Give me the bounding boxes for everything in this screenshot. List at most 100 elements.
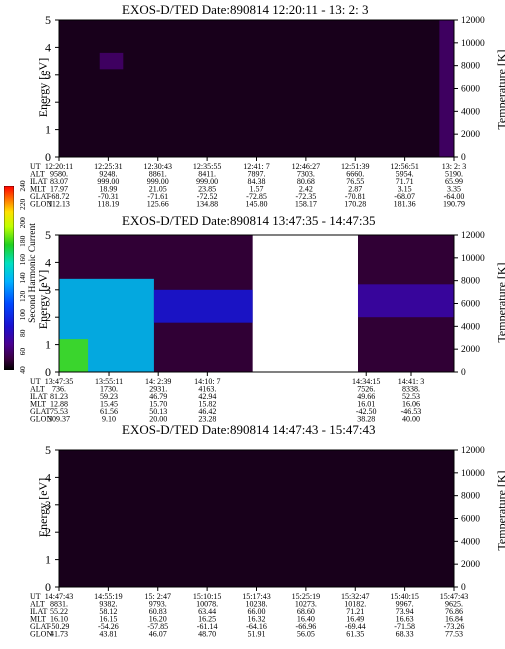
panel1-table-cell: 145.80 [246, 200, 268, 209]
panel1-table-cell: 12:35:55 [193, 162, 221, 171]
colorbar-tick-label: 240 [18, 180, 27, 192]
panel1-row-label: MLT [30, 185, 46, 194]
panel2-table-cell: 61.56 [100, 407, 118, 416]
panel1-table-cell: -72.52 [197, 192, 218, 201]
panel3-table-cell: 66.00 [248, 607, 266, 616]
panel1-table-cell: 84.38 [248, 177, 266, 186]
panel1-table-cell: 999.00 [147, 177, 169, 186]
panel2-table-cell: 20.00 [149, 415, 167, 424]
panel1-temp-tick-label: 12000 [461, 16, 485, 26]
panel2-table-cell: -46.53 [401, 407, 422, 416]
panel1-table-cell: 80.68 [297, 177, 315, 186]
panel2-row-label: MLT [30, 400, 46, 409]
panel2-temp-tick-label: 2000 [461, 345, 480, 355]
panel3-table-cell: 63.44 [198, 607, 216, 616]
panel2-spectrogram-feature [59, 339, 89, 372]
panel1-table-cell: 21.05 [149, 185, 167, 194]
panel2-table-cell: 81.23 [50, 392, 68, 401]
panel1-table-cell: 12:51:39 [341, 162, 369, 171]
panel3-row-label: ALT [30, 600, 45, 609]
panel2-energy-tick-label: 1 [45, 338, 51, 352]
panel3-table-cell: -50.29 [49, 622, 70, 631]
panel2-row-label: UT [30, 377, 41, 386]
panel1-table-cell: 71.71 [396, 177, 414, 186]
panel2-table-cell: 52.53 [402, 392, 420, 401]
panel3-table-cell: -57.85 [147, 622, 168, 631]
panel1-table-cell: -71.61 [147, 192, 168, 201]
panel3-table-cell: 15:25:19 [292, 592, 320, 601]
panel2-row-label: GLAT [30, 407, 51, 416]
panel2-temp-tick-label: 10000 [461, 254, 485, 264]
panel3-table-cell: 55.22 [50, 607, 68, 616]
panel1-table-cell: 12:30:43 [144, 162, 172, 171]
panel2-table-cell: 4163. [198, 385, 216, 394]
panel3-table-cell: 48.70 [198, 630, 216, 639]
panel1-table-cell: 3.15 [398, 185, 412, 194]
panel3-table-cell: 43.81 [99, 630, 117, 639]
panel2-table-cell: 16.06 [402, 400, 420, 409]
panel2-table-cell: 42.94 [198, 392, 216, 401]
panel2-table-cell: 1730. [100, 385, 118, 394]
panel3-table-cell: 73.94 [396, 607, 414, 616]
panel1-table-cell: 17.97 [50, 185, 68, 194]
panel3-temp-tick-label: 10000 [461, 469, 485, 479]
colorbar-ticks: 40 60 80 100 120 140 160 180 200 220 240 [18, 180, 27, 374]
panel1-table-cell: 134.88 [196, 200, 218, 209]
panel1-table-cell: 7303. [297, 170, 315, 179]
panel1-table-cell: -72.35 [296, 192, 317, 201]
panel3-table-cell: 8831. [50, 600, 68, 609]
panel3-table-cell: 16.32 [248, 615, 266, 624]
panel3-table-cell: -66.96 [296, 622, 317, 631]
panel3-row-label: UT [30, 592, 41, 601]
panel2-table-cell: 13:55:11 [95, 377, 123, 386]
panel2-table-cell: 2931. [149, 385, 167, 394]
panel3-temp-tick-label: 4000 [461, 537, 480, 547]
colorbar-tick-label: 100 [18, 309, 27, 321]
panel2-table-cell: 14:34:15 [352, 377, 380, 386]
panel2-temp-tick-label: 6000 [461, 300, 480, 310]
panel3-table-cell: 56.05 [297, 630, 315, 639]
panel3-table-cell: 16.10 [50, 615, 68, 624]
panel1-energy-tick-label: 3 [45, 68, 51, 82]
colorbar-tick-label: 60 [18, 348, 27, 356]
panel1-table-cell: 3.35 [447, 185, 461, 194]
panel2-table-cell: 14:10: 7 [194, 377, 220, 386]
panel1-table-cell: 1.57 [250, 185, 264, 194]
panel3-table-cell: 76.86 [445, 607, 463, 616]
panel1-temp-tick-label: 0 [461, 153, 466, 163]
panel1-table-cell: 12:46:27 [292, 162, 320, 171]
panel2-energy-tick-label: 3 [45, 283, 51, 297]
panel3-table-cell: 15:47:43 [440, 592, 468, 601]
panel1-table-cell: 5954. [396, 170, 414, 179]
panel1-table-cell: 12:56:51 [390, 162, 418, 171]
panel1-table-cell: 125.66 [147, 200, 169, 209]
panel1-spectrogram-feature [439, 20, 454, 157]
panel2-energy-tick-label: 5 [45, 228, 51, 242]
panel3-table-cell: -69.44 [345, 622, 366, 631]
panel3-table-cell: 15:10:15 [193, 592, 221, 601]
panel1-table-cell: 23.85 [198, 185, 216, 194]
panel1-row-label: UT [30, 162, 41, 171]
panel2-energy-tick-label: 0 [45, 365, 51, 379]
panel3-table-cell: -73.26 [444, 622, 465, 631]
panel2-table-cell: 736. [52, 385, 66, 394]
panel3-table-cell: 10182. [344, 600, 366, 609]
panel2-temp-tick-label: 4000 [461, 322, 480, 332]
panel1-row-label: GLAT [30, 192, 51, 201]
panel2-table-cell: -42.50 [356, 407, 377, 416]
panel3-table-cell: 46.07 [149, 630, 167, 639]
panel2-table-cell: 46.79 [149, 392, 167, 401]
panel1-table-cell: 12:25:31 [94, 162, 122, 171]
panel2-energy-tick-label: 2 [45, 310, 51, 324]
colorbar-tick-label: 200 [18, 217, 27, 229]
panel2-energy-tick-label: 4 [45, 255, 51, 269]
panel2-table-cell: 23.28 [198, 415, 216, 424]
panel2-table-cell: 15.45 [100, 400, 118, 409]
panel3-table-cell: 14:47:43 [45, 592, 73, 601]
panel3-row-label: GLON [30, 630, 52, 639]
panel2-table-cell: 50.13 [149, 407, 167, 416]
panel1-table-cell: 181.36 [394, 200, 416, 209]
panel2-table-cell: 9.10 [102, 415, 116, 424]
panel2-table-cell: 75.53 [50, 407, 68, 416]
panel1-table-cell: 999.00 [196, 177, 218, 186]
